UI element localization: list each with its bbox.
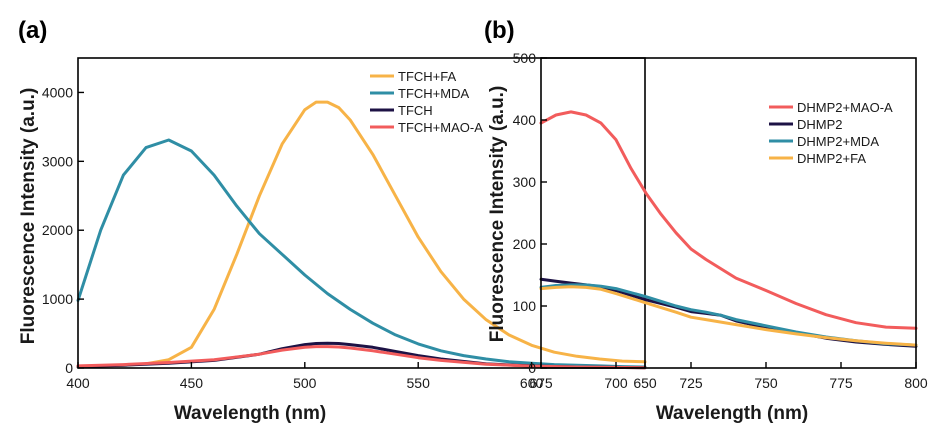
panel-label-a: (a): [18, 17, 47, 44]
legend-label-a-1: TFCH+MDA: [398, 86, 469, 101]
legend-label-b-3: DHMP2+FA: [797, 151, 866, 166]
series-line-a-3: [76, 345, 647, 370]
x-tick-label-b-0: 675: [529, 375, 553, 391]
x-tick-label-b-2: 725: [679, 375, 703, 391]
y-tick-label-b-4: 400: [513, 112, 537, 128]
plot-frame-a: [77, 57, 646, 369]
legend-label-a-0: TFCH+FA: [398, 69, 456, 84]
y-tick-label-b-2: 200: [513, 236, 537, 252]
x-tick-label-b-5: 800: [904, 375, 928, 391]
x-tick-label-a-5: 650: [633, 375, 657, 391]
series-line-b-2: [539, 283, 918, 347]
legend-label-a-3: TFCH+MAO-A: [398, 120, 483, 135]
series-line-a-1: [76, 138, 647, 369]
legend-label-b-2: DHMP2+MDA: [797, 134, 879, 149]
series-line-a-0: [76, 100, 647, 369]
x-tick-label-b-1: 700: [604, 375, 628, 391]
x-axis-title-b: Wavelength (nm): [656, 403, 808, 424]
legend-label-a-2: TFCH: [398, 103, 433, 118]
plot-frame-b: [540, 57, 917, 369]
y-tick-label-b-1: 100: [513, 298, 537, 314]
y-axis-title-a: Fluorescence Intensity (a.u.): [18, 88, 39, 345]
legend-label-b-0: DHMP2+MAO-A: [797, 100, 893, 115]
y-tick-label-a-2: 2000: [42, 222, 73, 238]
y-tick-label-b-5: 500: [513, 50, 537, 66]
y-tick-label-a-1: 1000: [42, 291, 73, 307]
x-tick-label-a-4: 600: [520, 375, 544, 391]
y-tick-label-b-3: 300: [513, 174, 537, 190]
x-tick-label-a-0: 400: [66, 375, 90, 391]
y-tick-label-b-0: 0: [528, 360, 536, 376]
panel-a: (a) Wavelength (nm) Fluorescence Intensi…: [18, 17, 657, 424]
series-line-b-3: [539, 285, 918, 347]
x-axis-title-a: Wavelength (nm): [174, 403, 326, 424]
y-axis-title-b: Fluorescence Intensity (a.u.): [487, 86, 508, 343]
legend-label-b-1: DHMP2: [797, 117, 843, 132]
panel-b: (b) Wavelength (nm) Fluorescence Intensi…: [484, 17, 928, 424]
y-tick-label-a-3: 3000: [42, 153, 73, 169]
x-tick-label-b-4: 775: [829, 375, 853, 391]
x-tick-label-a-1: 450: [180, 375, 204, 391]
y-tick-label-a-4: 4000: [42, 84, 73, 100]
series-line-b-0: [539, 110, 918, 330]
x-tick-label-b-3: 750: [754, 375, 778, 391]
x-tick-label-a-3: 550: [407, 375, 431, 391]
y-tick-label-a-0: 0: [65, 360, 73, 376]
x-tick-label-a-2: 500: [293, 375, 317, 391]
panel-label-b: (b): [484, 17, 515, 44]
